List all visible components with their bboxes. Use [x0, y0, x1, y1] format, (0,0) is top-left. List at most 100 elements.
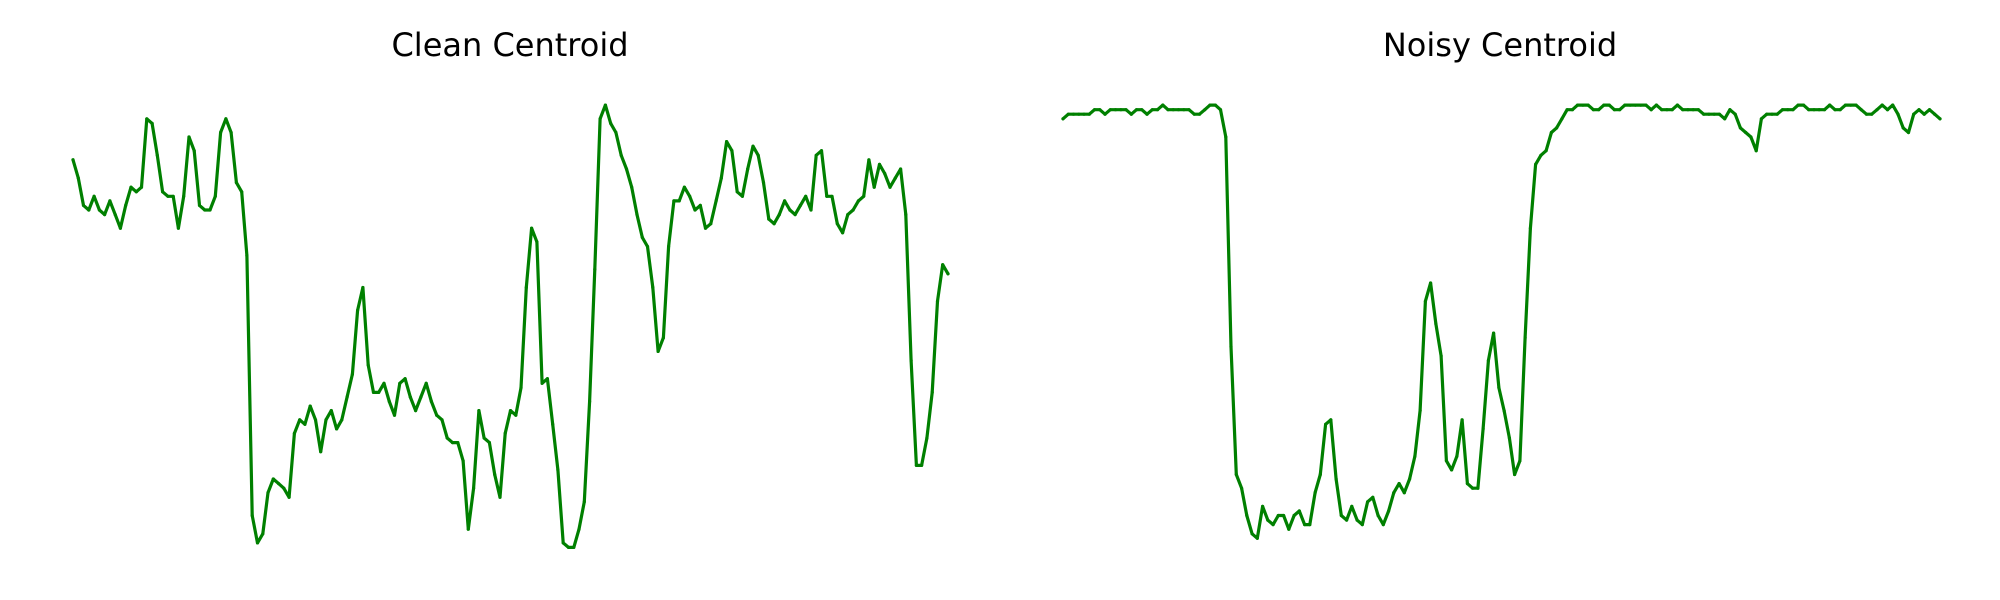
noisy-centroid-data-point — [1213, 103, 1217, 107]
noisy-centroid-data-point — [1859, 108, 1863, 112]
noisy-centroid-data-point — [1229, 345, 1233, 349]
noisy-centroid-data-point — [1418, 409, 1422, 413]
clean-centroid-data-point — [335, 427, 339, 431]
noisy-centroid-data-point — [1885, 108, 1890, 112]
clean-centroid-data-point — [182, 194, 186, 198]
noisy-centroid-data-point — [1434, 322, 1438, 326]
clean-centroid-data-point — [946, 272, 950, 276]
clean-centroid-data-point — [825, 194, 829, 198]
clean-centroid-data-point — [461, 459, 465, 463]
clean-centroid-data-point — [245, 254, 249, 258]
clean-centroid-data-point — [598, 117, 602, 121]
clean-centroid-data-point — [714, 199, 718, 203]
clean-centroid-data-point — [261, 532, 265, 536]
noisy-centroid-data-point — [1681, 108, 1685, 112]
clean-centroid-data-point — [250, 513, 254, 518]
clean-centroid-data-point — [935, 299, 940, 303]
noisy-centroid-data-point — [1686, 108, 1690, 112]
clean-centroid-data-point — [435, 413, 439, 417]
clean-centroid-data-point — [661, 336, 666, 340]
clean-centroid-data-point — [192, 149, 196, 153]
clean-centroid-data-point — [134, 190, 138, 194]
noisy-centroid-data-point — [1618, 108, 1622, 112]
noisy-centroid-data-point — [1166, 108, 1170, 112]
clean-centroid-title: Clean Centroid — [391, 26, 628, 64]
noisy-centroid-data-point — [1675, 103, 1679, 107]
noisy-centroid-data-point — [1922, 112, 1926, 116]
noisy-centroid-data-point — [1796, 103, 1800, 107]
noisy-centroid-data-point — [1912, 112, 1916, 116]
noisy-centroid-data-point — [1476, 486, 1480, 490]
clean-centroid-data-point — [798, 203, 803, 207]
noisy-centroid-data-point — [1276, 513, 1280, 518]
noisy-centroid-data-point — [1208, 103, 1212, 107]
noisy-centroid-data-point — [1513, 472, 1517, 477]
noisy-centroid-data-point — [1376, 513, 1380, 518]
noisy-centroid-data-point — [1113, 108, 1118, 112]
clean-centroid-data-point — [350, 372, 354, 376]
clean-centroid-data-point — [255, 541, 260, 545]
clean-centroid-data-point — [71, 158, 75, 162]
clean-centroid-data-point — [767, 217, 771, 221]
noisy-centroid-data-point — [1324, 422, 1328, 426]
noisy-centroid-data-point — [1092, 108, 1097, 112]
clean-centroid-data-point — [155, 153, 159, 157]
noisy-centroid-data-point — [1366, 500, 1370, 504]
noisy-centroid-data-point — [1717, 112, 1721, 116]
clean-centroid-data-point — [408, 395, 412, 399]
clean-centroid-data-point — [688, 194, 692, 198]
clean-centroid-data-point — [751, 144, 755, 148]
clean-centroid-data-point — [224, 117, 228, 121]
clean-centroid-data-point — [888, 185, 892, 189]
noisy-centroid-data-point — [1891, 103, 1895, 107]
noisy-centroid-data-point — [1161, 103, 1165, 107]
noisy-centroid-data-point — [1864, 112, 1869, 116]
clean-centroid-data-point — [319, 450, 323, 454]
noisy-centroid-title: Noisy Centroid — [1383, 26, 1617, 64]
clean-centroid-data-point — [487, 441, 491, 445]
noisy-centroid-data-point — [1733, 112, 1737, 116]
clean-centroid-data-point — [899, 167, 903, 171]
clean-centroid-data-point — [171, 194, 175, 198]
noisy-centroid-data-point — [1906, 130, 1911, 135]
clean-centroid-data-point — [698, 203, 702, 207]
noisy-centroid-data-point — [1266, 518, 1270, 522]
clean-centroid-data-point — [672, 199, 676, 203]
noisy-centroid-data-point — [1644, 103, 1648, 107]
clean-centroid-data-point — [551, 422, 555, 426]
noisy-centroid-data-point — [1518, 459, 1522, 463]
clean-centroid-data-point — [941, 263, 945, 267]
clean-centroid-data-point — [614, 130, 618, 135]
clean-centroid-data-point — [645, 244, 650, 249]
noisy-centroid-data-point — [1119, 108, 1123, 112]
noisy-centroid-data-point — [1486, 358, 1490, 363]
noisy-centroid-data-point — [1807, 108, 1811, 112]
noisy-centroid-data-point — [1082, 112, 1086, 116]
clean-centroid-data-point — [482, 436, 486, 440]
clean-centroid-data-point — [667, 244, 671, 249]
noisy-centroid-data-point — [1549, 130, 1553, 135]
noisy-centroid-data-point — [1182, 108, 1186, 112]
clean-centroid-data-point — [730, 149, 734, 153]
clean-centroid-panel: Clean Centroid — [71, 26, 950, 550]
noisy-centroid-data-point — [1176, 108, 1181, 112]
clean-centroid-data-point — [298, 418, 302, 422]
clean-centroid-data-point — [709, 222, 713, 226]
noisy-centroid-data-point — [1534, 162, 1538, 166]
noisy-centroid-data-point — [1849, 103, 1853, 107]
clean-centroid-data-point — [424, 381, 428, 385]
noisy-centroid-data-point — [1155, 108, 1160, 112]
clean-centroid-data-point — [746, 167, 750, 171]
noisy-centroid-data-point — [1938, 117, 1942, 121]
noisy-centroid-data-point — [1334, 477, 1338, 481]
noisy-centroid-data-point — [1471, 486, 1475, 490]
clean-centroid-data-point — [904, 213, 908, 217]
noisy-centroid-data-point — [1308, 523, 1312, 527]
clean-centroid-data-point — [561, 541, 565, 545]
clean-centroid-data-point — [103, 213, 107, 217]
clean-centroid-data-point — [651, 285, 655, 290]
clean-centroid-data-point — [593, 267, 597, 271]
noisy-centroid-data-point — [1917, 108, 1921, 112]
noisy-centroid-data-point — [1591, 108, 1595, 112]
